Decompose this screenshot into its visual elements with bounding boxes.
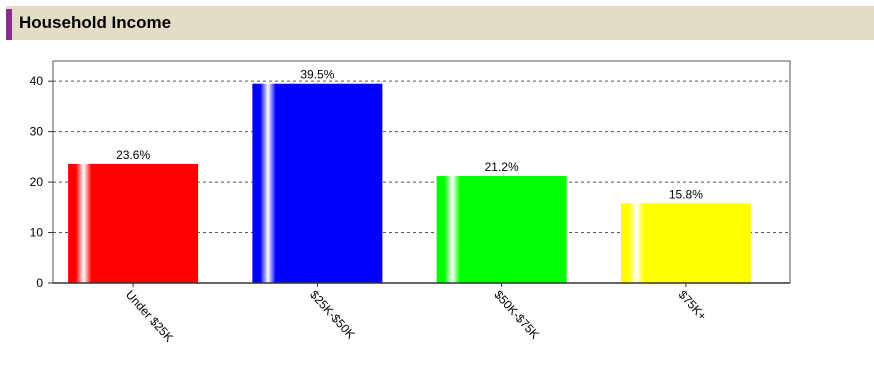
x-tick-label: $25K-$50K: [307, 288, 358, 342]
bar-4: [620, 203, 751, 283]
y-tick-label: 0: [36, 276, 43, 290]
x-tick-label: Under $25K: [123, 288, 176, 345]
bar-3: [436, 176, 567, 283]
y-tick-label: 10: [30, 226, 44, 240]
section-title: Household Income: [19, 13, 172, 32]
y-tick-label: 30: [30, 125, 44, 139]
header-accent-bar: [6, 9, 12, 40]
x-tick-label: $75K+: [676, 288, 710, 323]
x-tick-label: $50K-$75K: [491, 288, 542, 342]
data-label: 39.5%: [300, 68, 334, 82]
plot-area: 0 10 20 30 40 23.6% Under $25K 39.5% $25K-$50K 21…: [30, 60, 791, 345]
y-tick-label: 20: [30, 175, 44, 189]
data-label: 21.2%: [485, 160, 519, 174]
data-label: 15.8%: [669, 187, 703, 201]
data-label: 23.6%: [116, 148, 150, 162]
bar-1: [68, 163, 199, 283]
y-tick-label: 40: [30, 74, 44, 88]
bar-2: [252, 83, 383, 283]
section-header: Household Income: [6, 6, 874, 40]
